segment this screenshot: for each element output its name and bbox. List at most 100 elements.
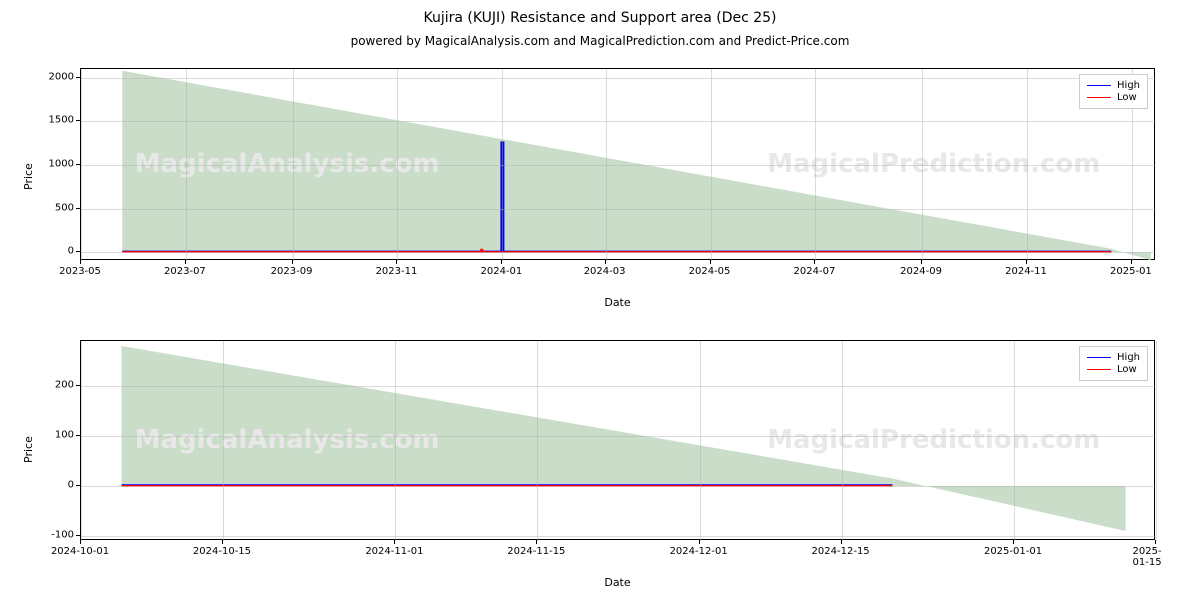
xtick-mark [394,540,395,544]
bottom-legend: High Low [1079,346,1148,381]
gridline-y [81,436,1156,437]
gridline-y [81,121,1156,122]
xtick-label: 2024-10-01 [51,546,109,557]
ytick-label: 100 [24,430,74,441]
xtick-mark [396,260,397,264]
legend-swatch-high [1087,85,1111,86]
xtick-label: 2023-11 [376,266,418,277]
xtick-label: 2023-07 [164,266,206,277]
ytick-mark [76,164,80,165]
legend-label-high: High [1117,80,1140,91]
xtick-label: 2023-09 [271,266,313,277]
legend-item-low: Low [1087,92,1140,103]
ytick-mark [76,385,80,386]
xtick-mark [185,260,186,264]
xtick-label: 2024-11 [1005,266,1047,277]
gridline-x [395,341,396,541]
legend-label-low-b: Low [1117,364,1137,375]
gridline-x [922,69,923,261]
xtick-mark [1131,260,1132,264]
top-chart: MagicalAnalysis.com MagicalPrediction.co… [80,68,1155,260]
figure-subtitle: powered by MagicalAnalysis.com and Magic… [0,34,1200,48]
xtick-mark [1026,260,1027,264]
gridline-x [502,69,503,261]
legend-item-high-b: High [1087,352,1140,363]
legend-label-high-b: High [1117,352,1140,363]
gridline-x [81,69,82,261]
gridline-x [81,341,82,541]
chart-svg [81,341,1156,541]
ytick-label: 0 [24,480,74,491]
xtick-mark [841,540,842,544]
xtick-mark [710,260,711,264]
xtick-mark [1013,540,1014,544]
xtick-label: 2025-01-15 [1133,546,1178,568]
ytick-mark [76,435,80,436]
bottom-xlabel: Date [80,576,1155,589]
ytick-label: 200 [24,380,74,391]
gridline-x [397,69,398,261]
xtick-label: 2024-07 [794,266,836,277]
gridline-y [81,486,1156,487]
xtick-label: 2024-05 [689,266,731,277]
xtick-label: 2023-05 [59,266,101,277]
ytick-mark [76,77,80,78]
ytick-label: -100 [24,530,74,541]
xtick-label: 2024-12-15 [812,546,870,557]
ytick-mark [76,120,80,121]
legend-swatch-low-b [1087,369,1111,370]
top-xlabel: Date [80,296,1155,309]
gridline-y [81,165,1156,166]
ytick-mark [76,485,80,486]
gridline-y [81,209,1156,210]
resistance-support-area [122,346,1126,531]
xtick-label: 2024-11-15 [507,546,565,557]
gridline-y [81,78,1156,79]
ytick-mark [76,208,80,209]
xtick-mark [605,260,606,264]
xtick-label: 2024-10-15 [193,546,251,557]
xtick-mark [501,260,502,264]
xtick-label: 2024-01 [480,266,522,277]
legend-swatch-low [1087,97,1111,98]
top-legend: High Low [1079,74,1148,109]
gridline-x [711,69,712,261]
xtick-mark [699,540,700,544]
legend-item-low-b: Low [1087,364,1140,375]
gridline-x [842,341,843,541]
gridline-x [1014,341,1015,541]
xtick-mark [292,260,293,264]
ytick-label: 1000 [24,159,74,170]
gridline-y [81,536,1156,537]
xtick-label: 2025-01 [1110,266,1152,277]
ytick-label: 500 [24,202,74,213]
xtick-mark [814,260,815,264]
ytick-mark [76,251,80,252]
xtick-label: 2024-11-01 [365,546,423,557]
xtick-label: 2024-12-01 [670,546,728,557]
legend-swatch-high-b [1087,357,1111,358]
gridline-y [81,252,1156,253]
xtick-label: 2024-09 [900,266,942,277]
gridline-x [223,341,224,541]
gridline-x [537,341,538,541]
xtick-mark [921,260,922,264]
gridline-x [606,69,607,261]
figure: Kujira (KUJI) Resistance and Support are… [0,0,1200,600]
gridline-x [815,69,816,261]
legend-item-high: High [1087,80,1140,91]
legend-label-low: Low [1117,92,1137,103]
xtick-mark [80,260,81,264]
bottom-chart: MagicalAnalysis.com MagicalPrediction.co… [80,340,1155,540]
ytick-label: 0 [24,246,74,257]
xtick-mark [536,540,537,544]
xtick-label: 2024-03 [584,266,626,277]
xtick-mark [1155,540,1156,544]
gridline-x [700,341,701,541]
ytick-label: 1500 [24,115,74,126]
ytick-label: 2000 [24,71,74,82]
gridline-x [293,69,294,261]
xtick-mark [222,540,223,544]
xtick-label: 2025-01-01 [984,546,1042,557]
gridline-x [1156,341,1157,541]
